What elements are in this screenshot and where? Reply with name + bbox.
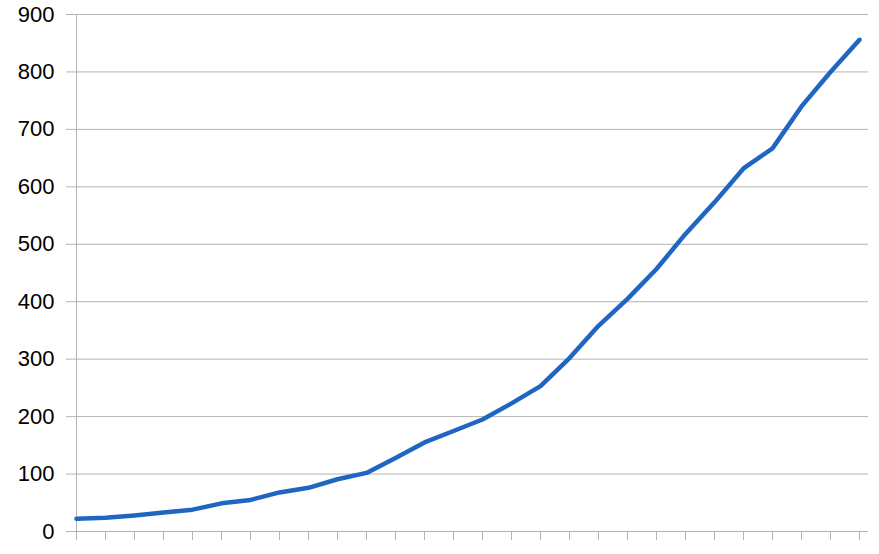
svg-text:200: 200 [18, 404, 55, 429]
svg-text:100: 100 [18, 461, 55, 486]
svg-text:700: 700 [18, 116, 55, 141]
svg-text:800: 800 [18, 59, 55, 84]
svg-text:900: 900 [18, 2, 55, 27]
svg-text:400: 400 [18, 289, 55, 314]
svg-text:300: 300 [18, 346, 55, 371]
svg-text:500: 500 [18, 231, 55, 256]
svg-text:0: 0 [42, 519, 54, 544]
svg-text:600: 600 [18, 174, 55, 199]
